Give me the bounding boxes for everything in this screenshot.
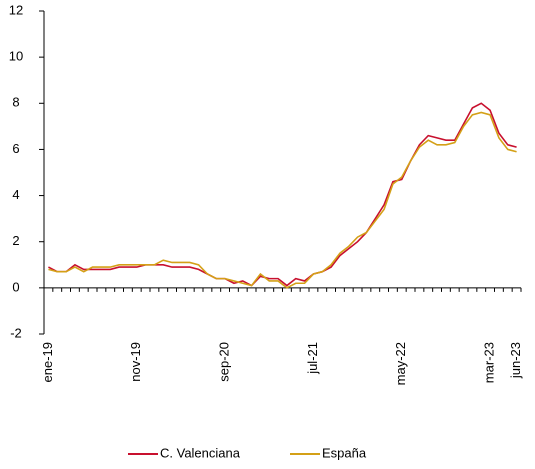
line-series	[48, 111, 517, 289]
x-tick-label: may-22	[393, 342, 408, 385]
legend-label: España	[322, 445, 367, 460]
y-tick-label: 10	[9, 49, 23, 64]
x-tick-label: nov-19	[128, 342, 143, 382]
y-tick-label: -2	[10, 325, 22, 340]
y-tick-label: 8	[12, 95, 19, 110]
y-tick-label: 0	[12, 279, 19, 294]
x-tick-label: mar-23	[482, 342, 497, 383]
legend-label: C. Valenciana	[160, 445, 241, 460]
x-tick-label: sep-20	[217, 342, 232, 382]
x-tick-label: jun-23	[508, 342, 523, 379]
line-series	[48, 102, 517, 287]
y-tick-label: 2	[12, 233, 19, 248]
x-tick-label: jul-21	[305, 342, 320, 375]
y-tick-label: 4	[12, 187, 19, 202]
y-tick-label: 12	[9, 2, 23, 17]
x-tick-label: ene-19	[40, 342, 55, 382]
y-tick-label: 6	[12, 141, 19, 156]
